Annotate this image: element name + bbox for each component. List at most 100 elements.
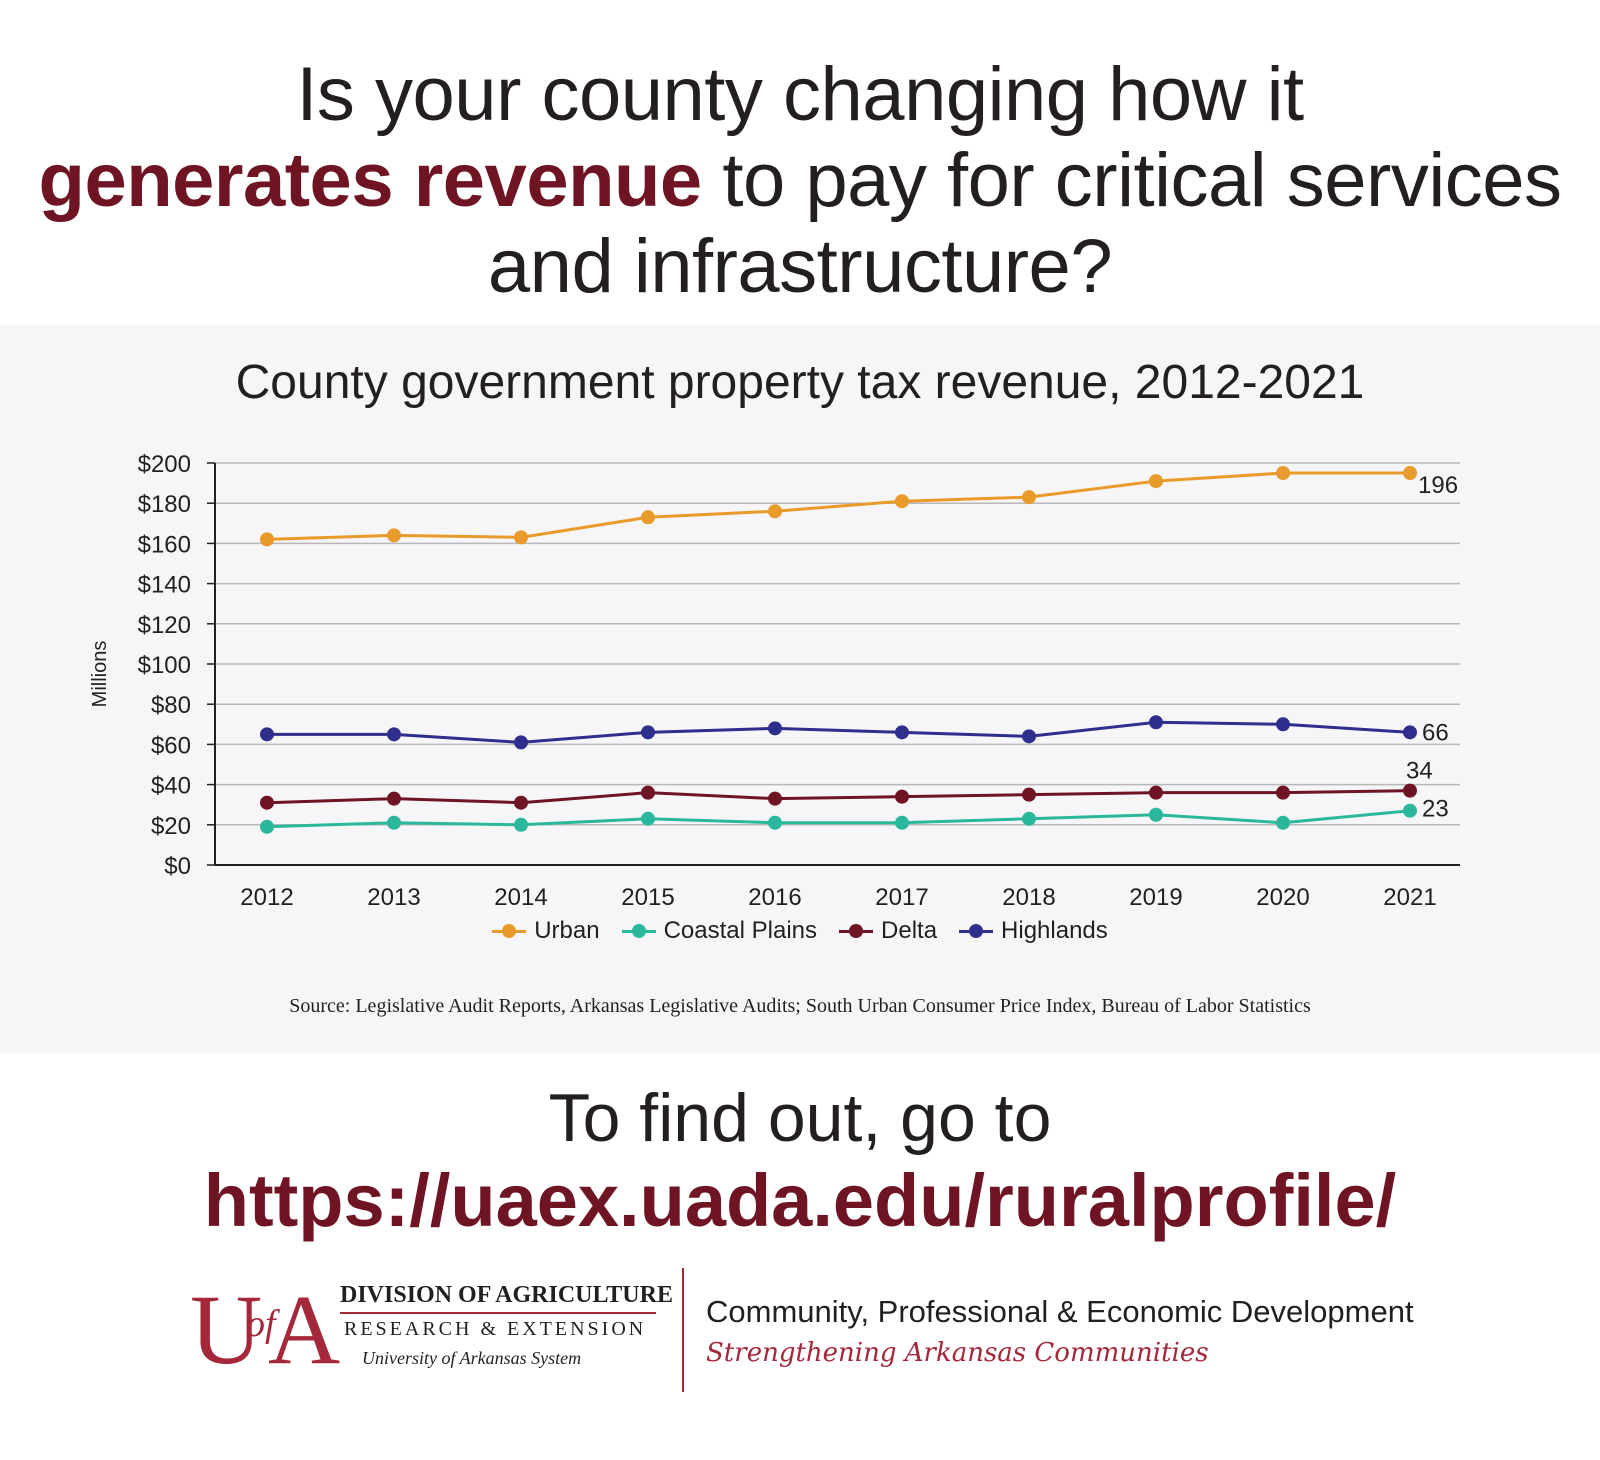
data-point [1149,785,1163,800]
data-point [1276,815,1290,830]
data-point [1149,807,1163,822]
data-point [641,785,655,800]
y-tick-label: $0 [164,853,191,880]
y-tick-label: $20 [151,813,191,840]
data-point [1276,466,1290,481]
data-point [260,727,274,742]
data-point [1403,466,1417,481]
y-tick-label: $180 [138,491,191,518]
legend-swatch [839,924,874,938]
headline-highlight: generates revenue [38,138,703,223]
x-tick-label: 2014 [494,884,547,911]
end-data-label: 66 [1422,719,1449,746]
ruralprofile-link[interactable]: https://uaex.uada.edu/ruralprofile/ [203,1159,1397,1242]
data-point [641,725,655,740]
data-point [387,815,401,830]
y-tick-label: $140 [138,572,191,599]
data-point [641,510,655,525]
data-point [641,811,655,826]
data-point [387,791,401,806]
data-point [768,815,782,830]
y-tick-label: $60 [151,732,191,759]
line-chart: $0 $20 $40 $60 $80 $100 $120 $140 $160 $180 $200 Mi… [89,451,1460,911]
data-point [260,532,274,547]
data-point [260,795,274,810]
series-line [266,471,1410,541]
legend-item: Delta [839,917,937,945]
y-axis-label: Millions [89,641,111,708]
legend-item: Urban [492,917,600,945]
data-point [1149,474,1163,489]
legend-label: Delta [881,917,938,944]
x-tick-label: 2021 [1383,884,1436,911]
data-point [1022,729,1036,744]
end-data-label: 23 [1422,796,1449,823]
y-tick-label: $80 [151,692,191,719]
x-tick-label: 2012 [240,884,293,911]
x-tick-label: 2020 [1256,884,1309,911]
data-point [895,494,909,509]
end-data-label: 34 [1406,758,1433,785]
footer: U of A DIVISION OF AGRICULTURE RESEARCH … [0,1260,1600,1400]
data-point [1022,811,1036,826]
y-tick-label: $120 [138,612,191,639]
headline-pre: Is your county changing how it [296,52,1304,137]
legend-swatch [959,924,994,938]
data-point [895,789,909,804]
legend-item: Coastal Plains [621,917,818,945]
y-tick-label: $200 [138,451,191,478]
y-tick-label: $160 [138,531,191,558]
data-point [514,817,528,832]
x-tick-label: 2015 [621,884,674,911]
data-point [1149,715,1163,730]
program-name: Community, Professional & Economic Devel… [706,1294,1414,1329]
headline: Is your county changing how it generates… [0,52,1600,310]
chart-panel: County government property tax revenue, … [0,325,1600,1053]
chart-source: Source: Legislative Audit Reports, Arkan… [289,995,1311,1017]
research-extension: RESEARCH & EXTENSION [344,1318,647,1340]
chart-title: County government property tax revenue, … [235,356,1365,409]
chart-legend: Urban Coastal Plains Delta Highlands [0,917,1600,945]
data-point [387,528,401,543]
x-tick-label: 2018 [1002,884,1055,911]
series-line [266,789,1411,805]
y-tick-label: $40 [151,773,191,800]
data-point [514,735,528,750]
data-point [768,721,782,736]
x-tick-label: 2019 [1129,884,1182,911]
data-point [1403,803,1417,818]
data-point [895,725,909,740]
data-point [387,727,401,742]
data-point [514,530,528,545]
division-name: DIVISION OF AGRICULTURE [340,1282,673,1308]
x-tick-label: 2017 [875,884,928,911]
data-point [1276,785,1290,800]
legend-swatch [492,924,527,938]
data-point [1276,717,1290,732]
legend-label: Coastal Plains [663,917,818,944]
data-point [260,819,274,834]
legend-swatch [621,924,656,938]
series-line [266,809,1411,829]
program-tagline: Strengthening Arkansas Communities [706,1338,1209,1368]
legend-label: Highlands [1001,917,1108,944]
end-data-label: 196 [1418,472,1458,499]
series-line [267,720,1411,744]
uofa-logo: U of A [190,1274,341,1385]
data-point [1403,783,1417,798]
y-tick-label: $100 [138,652,191,679]
legend-item: Highlands [959,917,1108,945]
data-point [768,791,782,806]
x-tick-label: 2013 [367,884,420,911]
x-tick-label: 2016 [748,884,801,911]
data-point [1403,725,1417,740]
data-point [1022,490,1036,505]
headline-post: to pay for critical services and infrast… [487,138,1562,309]
data-point [514,795,528,810]
division-rule [340,1312,656,1314]
data-point [895,815,909,830]
footer-divider [682,1268,684,1392]
cta-text: To find out, go to [548,1080,1052,1156]
university-system: University of Arkansas System [362,1348,582,1368]
data-point [1022,787,1036,802]
